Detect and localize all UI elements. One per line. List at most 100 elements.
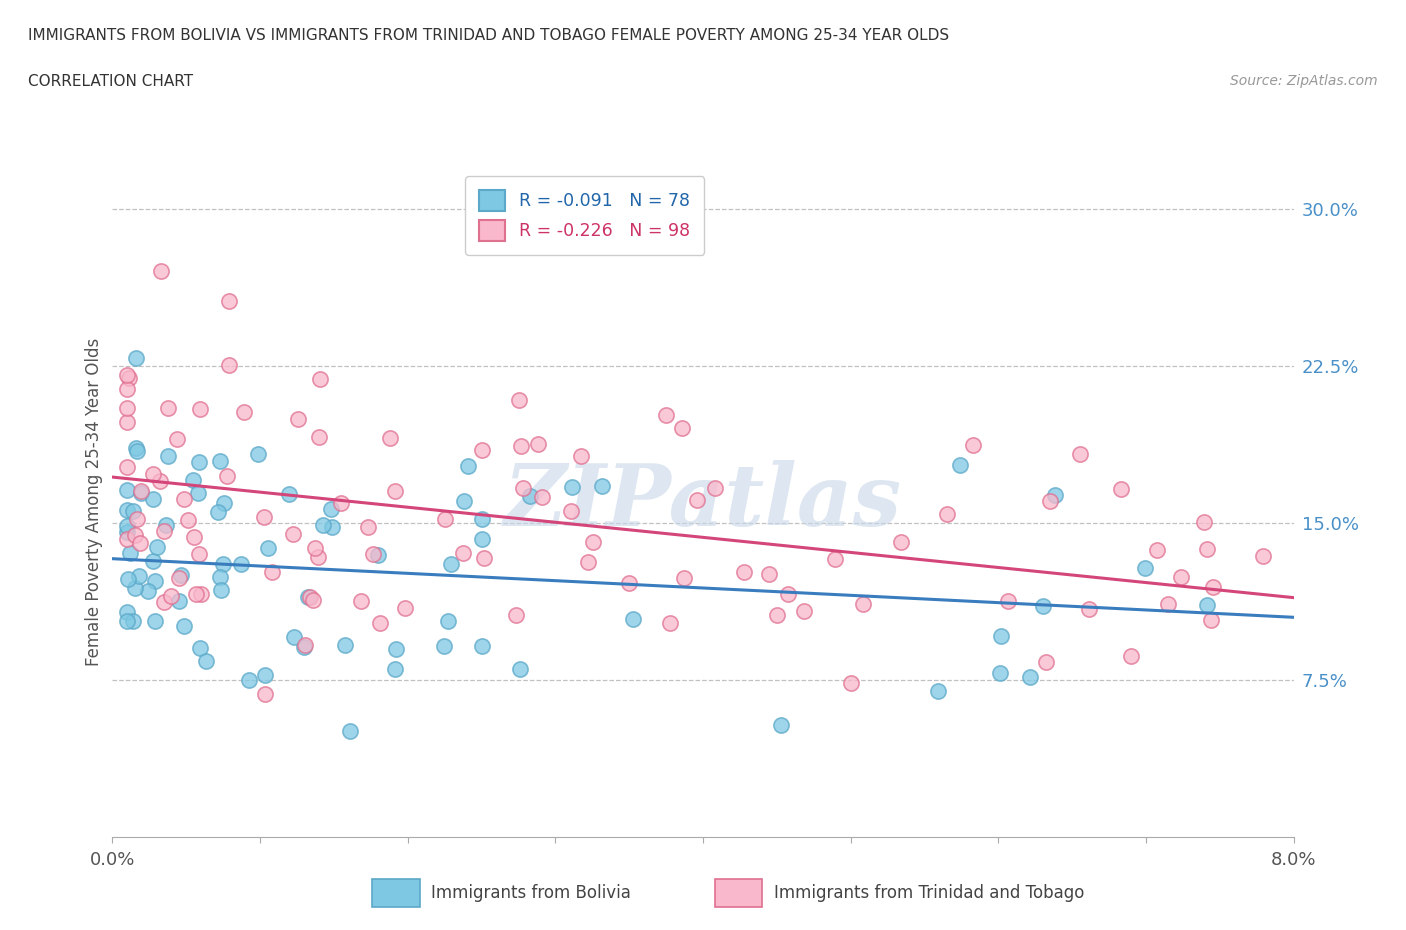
Text: Immigrants from Trinidad and Tobago: Immigrants from Trinidad and Tobago xyxy=(773,884,1084,902)
Point xyxy=(297,590,319,604)
Point xyxy=(841,675,863,690)
Point xyxy=(935,507,957,522)
Point xyxy=(582,535,605,550)
Point xyxy=(142,466,165,481)
Point xyxy=(142,554,165,569)
Point xyxy=(655,407,678,422)
Point xyxy=(150,264,173,279)
Point xyxy=(509,439,531,454)
Point xyxy=(294,637,316,652)
Point xyxy=(299,590,322,604)
Point xyxy=(177,512,200,527)
Text: Immigrants from Bolivia: Immigrants from Bolivia xyxy=(432,884,631,902)
Point xyxy=(440,556,463,571)
Point xyxy=(136,584,159,599)
Point xyxy=(117,604,138,619)
Point xyxy=(187,485,209,500)
Point xyxy=(169,594,191,609)
Point xyxy=(368,616,391,631)
Point xyxy=(471,532,494,547)
Point xyxy=(1197,541,1219,556)
Point xyxy=(1119,648,1142,663)
Point xyxy=(184,587,207,602)
Point xyxy=(852,597,875,612)
Point xyxy=(118,370,141,385)
Point xyxy=(217,469,239,484)
Point xyxy=(758,566,780,581)
Point xyxy=(209,569,232,584)
Point xyxy=(117,367,138,382)
Point xyxy=(321,501,343,516)
Point xyxy=(117,381,138,396)
Point xyxy=(1251,549,1274,564)
Point xyxy=(153,524,176,538)
Point xyxy=(560,503,582,518)
Point xyxy=(1039,494,1062,509)
Point xyxy=(125,444,148,458)
Point xyxy=(569,448,592,463)
Point xyxy=(519,488,541,503)
Point xyxy=(121,614,143,629)
Point xyxy=(152,595,174,610)
Point xyxy=(170,568,193,583)
Point xyxy=(232,405,254,419)
Point xyxy=(281,526,304,541)
Point xyxy=(621,612,644,627)
Point xyxy=(287,412,309,427)
Point xyxy=(229,557,252,572)
FancyBboxPatch shape xyxy=(714,879,762,907)
Point xyxy=(262,565,284,579)
Point xyxy=(384,662,406,677)
FancyBboxPatch shape xyxy=(373,879,419,907)
Point xyxy=(307,550,329,565)
Point xyxy=(181,472,204,487)
Text: CORRELATION CHART: CORRELATION CHART xyxy=(28,74,193,89)
Point xyxy=(471,443,494,458)
Point xyxy=(188,402,211,417)
Point xyxy=(149,473,172,488)
Point xyxy=(125,441,148,456)
Point xyxy=(292,640,315,655)
Point xyxy=(246,446,269,461)
Point xyxy=(471,639,494,654)
Point xyxy=(453,494,475,509)
Point xyxy=(117,502,138,517)
Point xyxy=(766,607,789,622)
Point xyxy=(117,460,138,475)
Point xyxy=(125,351,148,365)
Legend: R = -0.091   N = 78, R = -0.226   N = 98: R = -0.091 N = 78, R = -0.226 N = 98 xyxy=(465,176,704,255)
Point xyxy=(124,528,146,543)
Text: IMMIGRANTS FROM BOLIVIA VS IMMIGRANTS FROM TRINIDAD AND TOBAGO FEMALE POVERTY AM: IMMIGRANTS FROM BOLIVIA VS IMMIGRANTS FR… xyxy=(28,28,949,43)
Point xyxy=(218,358,240,373)
Point xyxy=(125,512,148,526)
Point xyxy=(824,551,846,566)
Point xyxy=(209,582,232,597)
Point xyxy=(277,486,299,501)
Point xyxy=(437,614,460,629)
Point xyxy=(121,503,143,518)
Text: ZIPatlas: ZIPatlas xyxy=(503,460,903,544)
Point xyxy=(451,545,474,560)
Point xyxy=(117,614,138,629)
Point xyxy=(769,717,792,732)
Point xyxy=(1045,488,1067,503)
Point xyxy=(617,576,640,591)
Point xyxy=(367,548,389,563)
Point xyxy=(962,437,984,452)
Point xyxy=(508,392,530,407)
Point xyxy=(378,431,401,445)
Point xyxy=(384,484,406,498)
Point xyxy=(124,580,146,595)
Point xyxy=(531,489,554,504)
Point xyxy=(156,448,179,463)
Point xyxy=(1197,597,1219,612)
Point xyxy=(457,458,479,473)
Point xyxy=(949,458,972,472)
Point xyxy=(128,569,150,584)
Point xyxy=(155,518,177,533)
Point xyxy=(117,483,138,498)
Point xyxy=(1157,596,1180,611)
Point xyxy=(218,293,240,308)
Point xyxy=(308,430,330,445)
Point xyxy=(254,687,277,702)
